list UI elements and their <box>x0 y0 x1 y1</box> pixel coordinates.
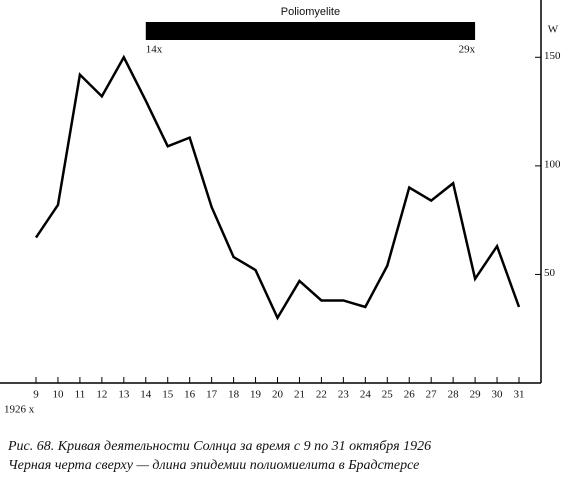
y-tick-label: 50 <box>544 267 556 279</box>
x-tick-label: 19 <box>250 389 262 401</box>
x-tick-label: 20 <box>272 389 284 401</box>
x-tick-label: 21 <box>294 389 305 401</box>
y-tick-label: 150 <box>544 50 561 62</box>
x-tick-label: 23 <box>338 389 350 401</box>
y-tick-label: 100 <box>544 158 561 170</box>
x-tick-label: 24 <box>360 389 372 401</box>
caption: Рис. 68. Кривая деятельности Солнца за в… <box>7 439 431 454</box>
x-tick-label: 16 <box>184 389 196 401</box>
x-tick-label: 9 <box>33 389 39 401</box>
x-tick-label: 26 <box>404 389 416 401</box>
x-tick-label: 25 <box>382 389 394 401</box>
x-tick-label: 12 <box>96 389 107 401</box>
bar-label: Poliomyelite <box>281 6 340 18</box>
x-tick-label: 10 <box>52 389 64 401</box>
x-tick-label: 30 <box>492 389 504 401</box>
data-line <box>34 54 521 321</box>
x-axis-label: 1926 x <box>4 404 35 416</box>
x-tick-label: 22 <box>316 389 327 401</box>
bar-start-label: 14x <box>146 44 163 56</box>
x-tick-label: 18 <box>228 389 240 401</box>
x-tick-label: 15 <box>162 389 174 401</box>
x-tick-label: 14 <box>140 389 152 401</box>
caption: Черная черта сверху — длина эпидемии пол… <box>8 458 419 473</box>
bar-end-label: 29x <box>459 44 476 56</box>
x-tick-label: 31 <box>514 389 525 401</box>
epidemic-bar <box>145 22 476 40</box>
x-tick-label: 29 <box>470 389 482 401</box>
y-axis-label: W <box>548 24 559 36</box>
x-tick-label: 17 <box>206 389 218 401</box>
x-tick-label: 11 <box>75 389 86 401</box>
x-tick-label: 28 <box>448 389 460 401</box>
x-tick-label: 27 <box>426 389 438 401</box>
x-tick-label: 13 <box>118 389 130 401</box>
